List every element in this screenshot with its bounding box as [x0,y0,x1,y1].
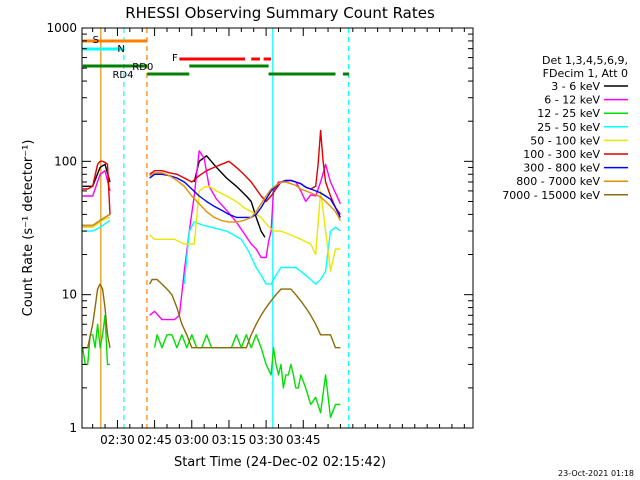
x-tick-label: 03:45 [286,433,321,447]
x-tick-label: 02:45 [137,433,172,447]
timestamp: 23-Oct-2021 01:18 [558,469,634,478]
y-tick-label: 1 [69,421,77,435]
x-axis-label: Start Time (24-Dec-02 02:15:42) [174,455,386,470]
series-line-4 [82,219,341,285]
y-axis-label: Count Rate (s⁻¹ detector⁻¹) [21,140,36,317]
x-tick-label: 03:15 [212,433,247,447]
plot-frame [81,27,474,429]
status-bar-label: S [93,35,99,46]
series-line-8 [82,172,342,227]
y-tick-label: 100 [54,154,77,168]
legend-entry: 25 - 50 keV [537,121,600,134]
data-series [82,129,342,419]
legend-header: FDecim 1, Att 0 [543,67,628,80]
x-tick-label: 03:00 [174,433,209,447]
series-line-3 [82,314,341,419]
vertical-marker-lines [100,28,350,428]
status-bar-label: RD4 [112,70,133,81]
legend-entry: 6 - 12 keV [544,94,600,107]
y-tick-label: 1000 [46,21,77,35]
legend-header: Det 1,3,4,5,6,9, [542,54,628,67]
legend-entry: 300 - 800 keV [523,162,600,175]
legend-entry: 100 - 300 keV [523,148,600,161]
y-tick-label: 10 [62,288,77,302]
legend-entry: 7000 - 15000 keV [502,189,600,202]
series-line-9 [82,278,341,349]
legend-entry: 800 - 7000 keV [516,175,600,188]
legend-entry: 50 - 100 keV [530,134,600,147]
legend-entry: 12 - 25 keV [537,107,600,120]
series-line-5 [82,185,341,272]
x-tick-label: 03:30 [249,433,284,447]
legend: Det 1,3,4,5,6,9,FDecim 1, Att 03 - 6 keV… [502,54,628,202]
status-bar-label: RD0 [132,62,153,73]
chart-title: RHESSI Observing Summary Count Rates [125,4,435,22]
series-line-6 [82,129,341,215]
status-bar-label: N [117,44,124,55]
series-line-2 [82,150,342,321]
axes: 02:30 02:45 03:00 03:15 03:30 03:45 1 10 100 1000 [46,21,474,447]
status-bar-label: F [172,53,178,64]
legend-entry: 3 - 6 keV [551,80,600,93]
x-tick-label: 02:30 [100,433,135,447]
series-line-7 [82,173,342,227]
